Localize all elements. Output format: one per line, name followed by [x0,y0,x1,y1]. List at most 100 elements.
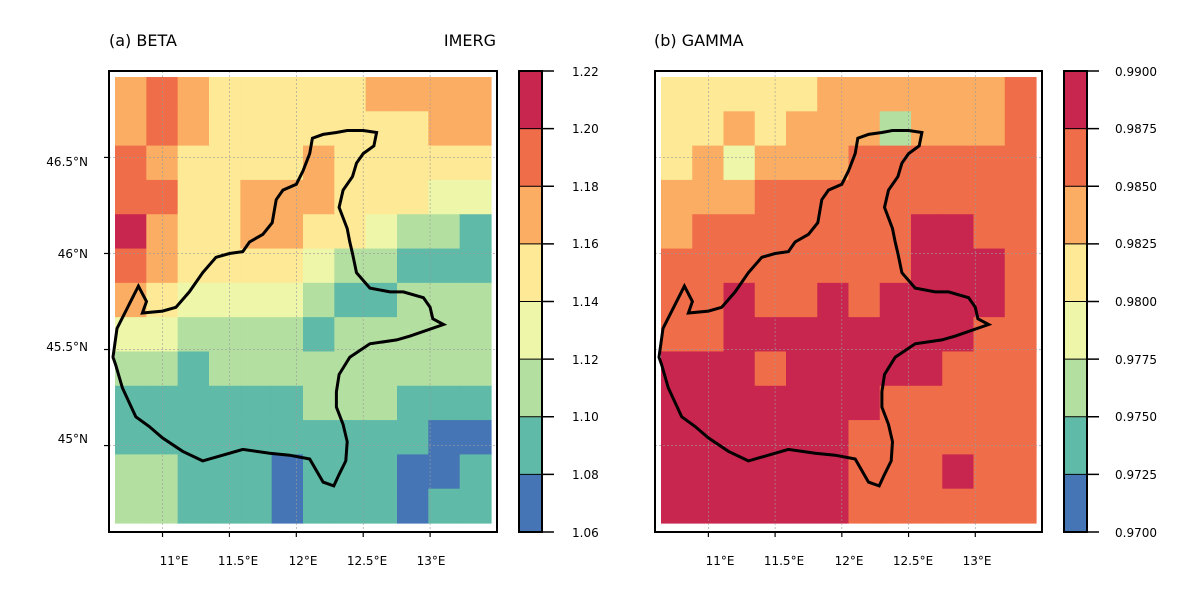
beta-field-cell [303,77,335,112]
beta-colorbar-label: 1.06 [572,526,599,540]
gamma-colorbar-swatch [1064,243,1087,302]
gamma-field-cell [754,111,787,147]
gamma-field-cell [661,420,693,455]
beta-field-cell [397,111,429,147]
beta-field-cell [115,488,147,524]
gamma-x-tick-label: 11.5°E [764,554,804,568]
gamma-field-cell [911,248,943,284]
beta-field-cell [428,214,461,250]
gamma-field-cell [942,385,975,421]
beta-colorbar-label: 1.14 [572,295,599,309]
gamma-field-cell [754,351,787,387]
gamma-colorbar-label: 0.9875 [1115,122,1157,136]
gamma-field-cell [723,385,756,421]
gamma-region-outline [657,129,993,488]
gamma-field-cell [911,317,943,353]
gamma-field-cell [942,77,975,112]
gamma-colorbar-swatch [1064,474,1087,533]
gamma-field-cell [817,488,850,524]
beta-field-cell [209,454,241,490]
gamma-colorbar-ticks [1064,70,1099,533]
gamma-field-cell [754,454,787,490]
gamma-field-cell [723,77,756,112]
panel-gamma-title: (b) GAMMA [654,31,744,50]
beta-field-cell [365,420,398,455]
gamma-field-cell [817,145,850,181]
gamma-field-cell [754,317,787,353]
gamma-field-cell [911,420,943,455]
gamma-field-cell [942,145,975,181]
beta-field-cell [271,488,304,524]
beta-field-cell [365,385,398,421]
gamma-x-tick-label: 12°E [835,554,864,568]
beta-field-cell [459,248,492,284]
beta-field-cell [303,351,335,387]
beta-field-cell [271,248,304,284]
gamma-field-cell [911,179,943,215]
beta-field-cell [303,179,335,215]
beta-field-cell [428,351,461,387]
gamma-colorbar-swatch [1064,186,1087,245]
gamma-field-cell [973,317,1006,353]
beta-x-axis: 11°E 11.5°E 12°E 12.5°E 13°E [160,554,446,568]
beta-field-cell [459,385,492,421]
gamma-field-cell [1004,214,1037,250]
gamma-field-cell [754,420,787,455]
gamma-field-cell [723,145,756,181]
gamma-field-cell [723,179,756,215]
beta-field-cell [459,111,492,147]
gamma-field-cell [661,488,693,524]
beta-field-cell [365,77,398,112]
gamma-field-cell [848,248,881,284]
gamma-field-cell [723,420,756,455]
gamma-field-cell [973,214,1006,250]
beta-field-cell [397,420,429,455]
beta-field-cell [428,145,461,181]
beta-colorbar-label: 1.22 [572,65,599,79]
gamma-x-tick-label: 11°E [706,554,735,568]
gamma-field-cell [754,214,787,250]
beta-colorbar: 1.22 1.20 1.18 1.16 1.14 1.12 1.10 1.08 … [518,65,599,540]
beta-y-tick-label: 46.5°N [46,155,88,169]
beta-field-cell [303,111,335,147]
panel-beta: (a) BETA IMERG 11°E 11.5°E 12°E 12.5°E 1… [46,31,598,568]
beta-field-cell [365,488,398,524]
beta-field-cell [459,420,492,455]
beta-colorbar-swatch [519,416,542,475]
gamma-colorbar-label: 0.9800 [1115,295,1157,309]
gamma-colorbar-label: 0.9900 [1115,65,1157,79]
beta-field-cell [271,351,304,387]
gamma-x-tick-label: 12.5°E [893,554,933,568]
beta-colorbar-label: 1.10 [572,410,599,424]
beta-field-cell [365,111,398,147]
gamma-field-cell [754,385,787,421]
gamma-x-tick-label: 13°E [963,554,992,568]
beta-field-cell [209,145,241,181]
gamma-x-axis: 11°E 11.5°E 12°E 12.5°E 13°E [706,554,992,568]
beta-field-cell [365,248,398,284]
beta-field-cell [397,77,429,112]
beta-field-cell [271,385,304,421]
gamma-colorbar-labels: 0.9900 0.9875 0.9850 0.9825 0.9800 0.977… [1115,65,1157,540]
beta-field-cell [303,488,335,524]
beta-field-cell [397,214,429,250]
beta-field-cell [428,420,461,455]
beta-field-cell [177,351,210,387]
beta-colorbar-label: 1.08 [572,468,599,482]
beta-field-cell [177,77,210,112]
gamma-field-cell [848,282,881,318]
beta-field-cell [209,214,241,250]
beta-field-cell [240,488,273,524]
beta-field-cell [397,488,429,524]
beta-field-cell [209,111,241,147]
gamma-field-cell [973,488,1006,524]
beta-field-cell [115,77,147,112]
beta-field-cell [365,179,398,215]
beta-field-cell [459,145,492,181]
beta-field-cell [397,351,429,387]
beta-field-cell [146,248,179,284]
beta-field-cell [365,317,398,353]
gamma-field-cell [973,420,1006,455]
beta-field-cell [271,317,304,353]
gamma-field-cell [879,317,912,353]
